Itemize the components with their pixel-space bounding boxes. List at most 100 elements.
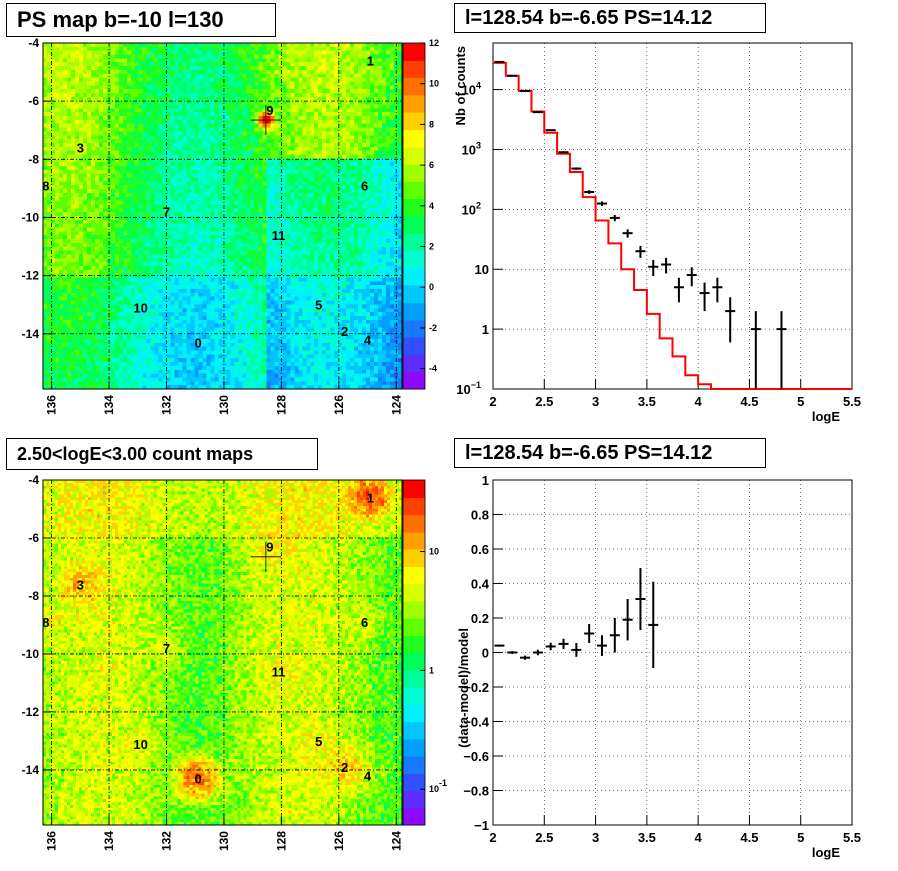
ps-map-title: PS map b=-10 l=130 xyxy=(6,3,276,37)
x-tick-label: 4 xyxy=(695,830,703,845)
x-tick-label: 2 xyxy=(489,394,496,409)
x-tick-label: 132 xyxy=(159,395,173,415)
x-tick-label: 134 xyxy=(102,831,116,851)
colorbar-cell xyxy=(403,354,425,373)
source-label-11: 11 xyxy=(272,228,286,243)
source-label-2: 2 xyxy=(341,760,348,775)
count_map-grid xyxy=(43,479,402,825)
y-tick-label: -14 xyxy=(22,763,40,777)
colorbar-cell xyxy=(403,790,425,809)
ps_map-colorbar xyxy=(403,43,425,390)
colorbar-cell xyxy=(403,583,425,602)
x-tick-label: 130 xyxy=(217,395,231,415)
x-tick-label: 5 xyxy=(797,394,804,409)
count-map-title: 2.50<logE<3.00 count maps xyxy=(6,438,318,470)
y-tick-label: -10 xyxy=(22,647,40,661)
x-tick-label: 5 xyxy=(797,830,804,845)
colorbar-cell xyxy=(403,618,425,636)
source-label-10: 10 xyxy=(133,301,147,316)
y-tick-label: 1 xyxy=(482,473,489,488)
source-label-3: 3 xyxy=(77,141,84,156)
y-tick-label: -4 xyxy=(28,36,39,50)
colorbar-cell xyxy=(403,480,425,498)
y-tick-label: -6 xyxy=(28,531,39,545)
colorbar-tick-label: 10-1 xyxy=(429,778,447,794)
y-tick-label: 0 xyxy=(482,646,489,661)
x-tick-label: 136 xyxy=(45,831,59,851)
colorbar-cell xyxy=(403,371,425,390)
spectrum-title: l=128.54 b=-6.65 PS=14.12 xyxy=(454,3,766,33)
y-tick-label: −0.2 xyxy=(463,680,489,695)
colorbar-cell xyxy=(403,250,425,269)
y-tick-label: −0.4 xyxy=(463,715,489,730)
colorbar-cell xyxy=(403,302,425,321)
colorbar-cell xyxy=(403,566,425,584)
x-tick-label: 2.5 xyxy=(535,830,553,845)
colorbar-cell xyxy=(403,112,425,130)
y-tick-label: −1 xyxy=(474,818,489,833)
ps_map-frame xyxy=(42,42,403,390)
colorbar-cell xyxy=(403,738,425,757)
ps_map-cells xyxy=(43,43,403,390)
y-tick-label: -14 xyxy=(22,327,40,341)
source-label-0: 0 xyxy=(194,335,201,350)
y-tick-label: 102 xyxy=(462,200,481,217)
count_map-frame xyxy=(42,479,403,826)
source-label-6: 6 xyxy=(361,615,368,630)
colorbar-cell xyxy=(403,807,425,826)
colorbar-cell xyxy=(403,600,425,619)
y-tick-label: 103 xyxy=(462,140,481,157)
x-tick-label: 5.5 xyxy=(843,394,861,409)
source-label-1: 1 xyxy=(367,53,374,68)
x-tick-label: 128 xyxy=(274,395,288,415)
y-tick-label: -10 xyxy=(22,210,40,224)
colorbar-cell xyxy=(403,669,425,688)
colorbar-cell xyxy=(403,635,425,653)
x-tick-label: 4.5 xyxy=(740,830,758,845)
x-tick-label: 132 xyxy=(159,831,173,851)
y-tick-label: 10−1 xyxy=(456,380,481,397)
source-label-6: 6 xyxy=(361,178,368,193)
colorbar-cell xyxy=(403,267,425,286)
colorbar-cell xyxy=(403,756,425,774)
colorbar-cell xyxy=(403,687,425,705)
y-tick-label: 10 xyxy=(475,262,489,277)
colorbar-cell xyxy=(403,181,425,200)
colorbar-cell xyxy=(403,652,425,671)
colorbar-cell xyxy=(403,549,425,567)
residual-xlabel: logE xyxy=(812,845,840,860)
x-tick-label: 124 xyxy=(389,395,403,415)
colorbar-tick-label: 12 xyxy=(429,38,439,48)
residual-title: l=128.54 b=-6.65 PS=14.12 xyxy=(454,438,766,468)
y-tick-label: -12 xyxy=(22,269,40,283)
colorbar-tick-label: 10 xyxy=(429,547,439,557)
colorbar-cell xyxy=(403,531,425,550)
colorbar-tick-label: 10 xyxy=(429,79,439,89)
colorbar-cell xyxy=(403,233,425,252)
x-tick-label: 3.5 xyxy=(638,394,656,409)
model-histogram xyxy=(493,61,852,390)
colorbar-tick-label: 6 xyxy=(429,160,434,170)
colorbar-frame xyxy=(402,42,426,390)
spectrum-panel: 2 2.5 3 3.5 4 4.5 5 5.5 10−1 1 10 102 103 104 logE Nb o… xyxy=(453,42,861,424)
x-tick-label: 5.5 xyxy=(843,830,861,845)
source-label-5: 5 xyxy=(315,734,322,749)
y-tick-label: 0.2 xyxy=(471,611,489,626)
colorbar-cell xyxy=(403,285,425,303)
source-label-4: 4 xyxy=(364,333,372,348)
spectrum-ylabel: Nb of counts xyxy=(453,46,468,125)
y-tick-label: −0.8 xyxy=(463,784,489,799)
y-tick-label: -8 xyxy=(28,589,39,603)
count_map-cells xyxy=(43,480,403,826)
y-tick-label: -8 xyxy=(28,152,39,166)
spectrum-grid xyxy=(492,43,853,390)
y-tick-label: 104 xyxy=(462,81,481,98)
colorbar-cell xyxy=(403,704,425,722)
source-label-0: 0 xyxy=(194,772,201,787)
y-tick-label: 0.6 xyxy=(471,542,489,557)
x-tick-label: 128 xyxy=(274,831,288,851)
source-label-1: 1 xyxy=(367,490,374,505)
colorbar-tick-label: 8 xyxy=(429,119,434,129)
y-tick-label: −0.6 xyxy=(463,749,489,764)
colorbar-tick-label: 1 xyxy=(429,665,434,675)
